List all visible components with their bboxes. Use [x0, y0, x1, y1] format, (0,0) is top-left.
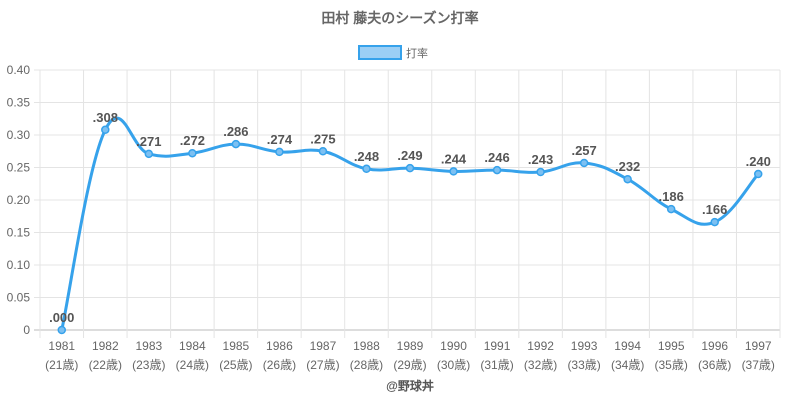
x-tick-label: 1989 — [397, 339, 424, 353]
y-tick-label: 0.40 — [7, 63, 31, 77]
chart-title: 田村 藤夫のシーズン打率 — [321, 10, 478, 26]
x-tick-label: 1984 — [179, 339, 206, 353]
data-point — [579, 158, 589, 168]
y-tick-label: 0.30 — [7, 128, 31, 142]
x-tick-age: (33歳) — [567, 358, 600, 372]
x-tick-label: 1988 — [353, 339, 380, 353]
x-tick-age: (31歳) — [480, 358, 513, 372]
x-tick-label: 1981 — [48, 339, 75, 353]
data-label: .246 — [484, 150, 509, 165]
x-tick-age: (27歳) — [306, 358, 339, 372]
data-label: .186 — [659, 189, 684, 204]
data-point — [449, 167, 458, 176]
x-tick-label: 1982 — [92, 339, 119, 353]
y-tick-label: 0.15 — [7, 226, 31, 240]
x-tick-label: 1985 — [223, 339, 250, 353]
data-label: .249 — [397, 148, 422, 163]
y-tick-label: 0.05 — [7, 291, 31, 305]
data-label: .257 — [571, 143, 596, 158]
data-point — [188, 148, 197, 158]
data-point — [275, 147, 284, 157]
x-tick-label: 1987 — [310, 339, 337, 353]
data-point — [144, 149, 154, 159]
data-label: .271 — [136, 134, 161, 149]
x-tick-age: (37歳) — [742, 358, 775, 372]
data-point — [57, 325, 67, 335]
x-tick-label: 1986 — [266, 339, 293, 353]
y-tick-label: 0 — [23, 323, 30, 337]
x-tick-label: 1996 — [701, 339, 728, 353]
legend-swatch[interactable] — [358, 45, 402, 60]
x-tick-age: (32歳) — [524, 358, 557, 372]
credit: @野球丼 — [386, 378, 434, 393]
y-tick-label: 0.20 — [7, 193, 31, 207]
data-point — [492, 165, 502, 175]
x-tick-age: (34歳) — [611, 358, 644, 372]
data-point — [666, 204, 676, 214]
x-tick-age: (23歳) — [132, 358, 165, 372]
x-tick-label: 1983 — [135, 339, 162, 353]
x-tick-label: 1993 — [571, 339, 598, 353]
x-tick-label: 1997 — [745, 339, 772, 353]
x-tick-age: (25歳) — [219, 358, 252, 372]
data-label: .232 — [615, 159, 640, 174]
data-point — [101, 125, 110, 135]
data-point — [753, 169, 763, 179]
data-point — [710, 217, 719, 227]
x-tick-age: (28歳) — [350, 358, 383, 372]
x-tick-age: (26歳) — [263, 358, 296, 372]
x-tick-age: (24歳) — [176, 358, 209, 372]
legend-label[interactable]: 打率 — [406, 46, 428, 60]
data-point — [231, 139, 241, 149]
y-tick-label: 0.25 — [7, 161, 31, 175]
x-tick-age: (21歳) — [45, 358, 78, 372]
x-tick-age: (35歳) — [655, 358, 688, 372]
data-label: .308 — [93, 110, 118, 125]
data-point — [405, 163, 415, 173]
x-tick-label: 1990 — [440, 339, 467, 353]
data-point — [623, 174, 632, 184]
x-tick-age: (36歳) — [698, 358, 731, 372]
x-tick-age: (22歳) — [89, 358, 122, 372]
data-label: .274 — [267, 132, 293, 147]
data-label: .248 — [354, 149, 379, 164]
x-tick-age: (30歳) — [437, 358, 470, 372]
data-label: .166 — [702, 202, 727, 217]
data-label: .244 — [441, 151, 467, 166]
x-tick-label: 1991 — [484, 339, 511, 353]
x-tick-age: (29歳) — [393, 358, 426, 372]
x-tick-label: 1992 — [527, 339, 554, 353]
x-tick-label: 1995 — [658, 339, 685, 353]
data-point — [318, 147, 328, 156]
data-label: .286 — [223, 124, 248, 139]
data-point — [536, 167, 545, 177]
data-label: .272 — [180, 133, 205, 148]
x-tick-label: 1994 — [614, 339, 641, 353]
data-point — [362, 164, 371, 174]
data-label: .243 — [528, 152, 553, 167]
data-label: .240 — [746, 154, 771, 169]
data-label: .000 — [49, 310, 74, 325]
data-label: .275 — [310, 131, 335, 146]
y-tick-label: 0.35 — [7, 96, 31, 110]
y-tick-label: 0.10 — [7, 258, 31, 272]
